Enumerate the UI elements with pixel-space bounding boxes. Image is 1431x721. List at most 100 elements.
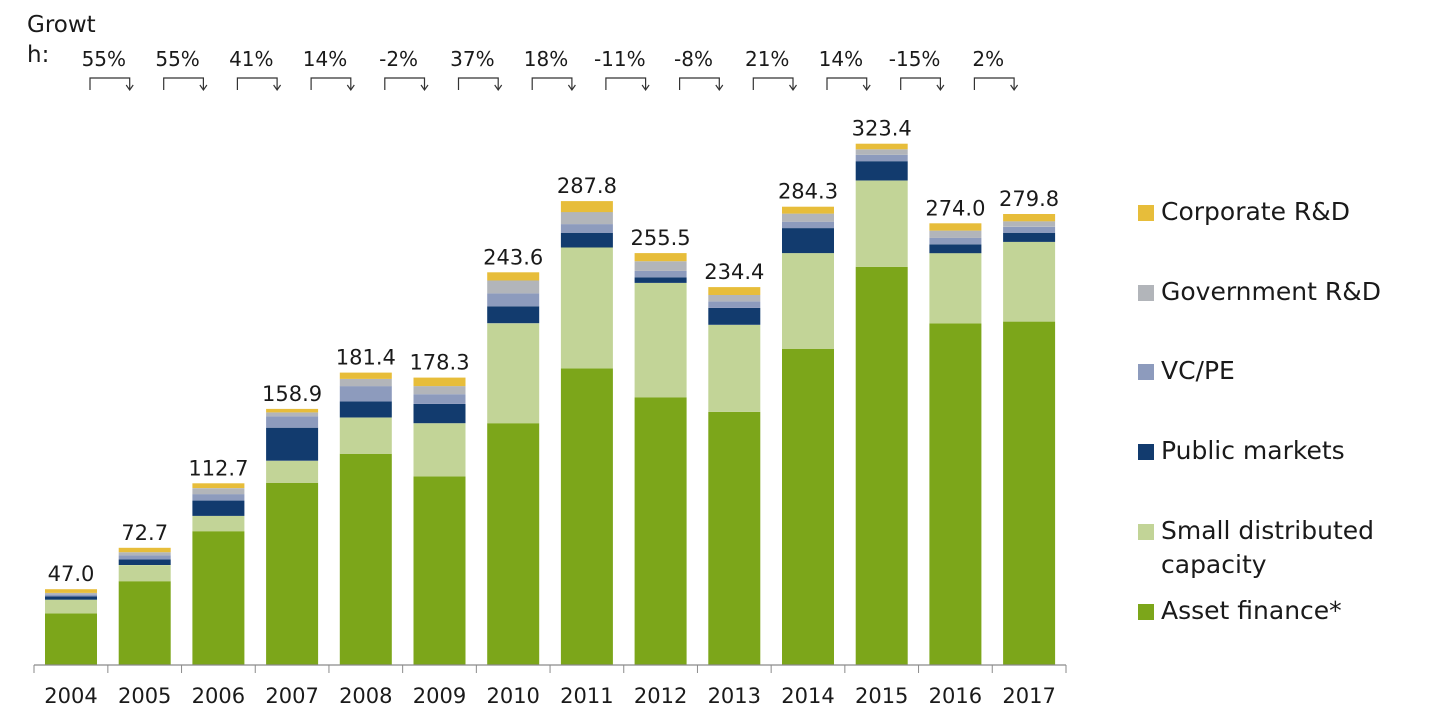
bar-segment-public-markets-2012 [634, 277, 687, 283]
bar-segment-public-markets-2008 [339, 401, 392, 418]
x-tick-label-2005: 2005 [118, 684, 171, 708]
growth-label-2014-2015: 14% [819, 47, 863, 71]
bar-segment-asset-finance-2015 [855, 266, 908, 665]
bar-segment-corporate-r-d-2009 [413, 377, 466, 387]
legend-label-public-markets: Public markets [1161, 436, 1345, 465]
x-tick-label-2016: 2016 [929, 684, 982, 708]
total-label-2010: 243.6 [483, 245, 543, 269]
bar-segment-public-markets-2005 [118, 559, 171, 565]
bar-segment-corporate-r-d-2007 [266, 408, 319, 413]
growth-label-2008-2009: -2% [379, 47, 418, 71]
bar-segment-corporate-r-d-2004 [45, 589, 97, 593]
bar-segment-public-markets-2006 [192, 500, 245, 516]
growth-arrow-head [567, 84, 576, 92]
bar-segment-corporate-r-d-2016 [929, 223, 982, 231]
bar-segment-corporate-r-d-2017 [1003, 214, 1056, 222]
bar-segment-government-r-d-2015 [855, 149, 908, 155]
bar-segment-asset-finance-2016 [929, 323, 982, 665]
bar-segment-government-r-d-2006 [192, 488, 245, 495]
growth-arrow [826, 77, 868, 90]
bar-segment-public-markets-2010 [487, 306, 540, 324]
legend-item-government-rd: Government R&D [1138, 275, 1416, 309]
bar-segment-government-r-d-2016 [929, 230, 982, 238]
legend-item-asset-finance: Asset finance* [1138, 594, 1416, 628]
bar-segment-small-distributed-capacity-2017 [1003, 241, 1056, 322]
growth-arrow [900, 77, 941, 90]
growth-label: Growth: [27, 12, 96, 68]
bar-segment-asset-finance-2009 [413, 476, 466, 665]
bar-segment-small-distributed-capacity-2012 [634, 283, 687, 398]
growth-label-2009-2010: 37% [450, 47, 494, 71]
legend-swatch-corporate-rd [1138, 205, 1154, 221]
growth-label-2006-2007: 41% [229, 47, 273, 71]
bar-segment-corporate-r-d-2012 [634, 253, 687, 262]
bar-segment-small-distributed-capacity-2008 [339, 417, 392, 454]
bar-segment-vc-pe-2012 [634, 270, 687, 278]
bar-segment-asset-finance-2017 [1003, 321, 1056, 665]
growth-arrow [752, 77, 794, 90]
bar-segment-vc-pe-2017 [1003, 226, 1056, 233]
bar-segment-asset-finance-2006 [192, 531, 245, 665]
x-tick-label-2006: 2006 [192, 684, 245, 708]
growth-label-2007-2008: 14% [303, 47, 347, 71]
bar-segment-asset-finance-2005 [118, 581, 171, 665]
legend-swatch-asset-finance [1138, 604, 1154, 620]
x-tick-label-2007: 2007 [265, 684, 318, 708]
bar-segment-government-r-d-2011 [560, 212, 613, 225]
bar-segment-corporate-r-d-2011 [560, 201, 613, 213]
bar-segment-corporate-r-d-2013 [708, 287, 761, 295]
bar-segment-small-distributed-capacity-2010 [487, 323, 540, 424]
bar-segment-small-distributed-capacity-2007 [266, 460, 319, 483]
bar-segment-small-distributed-capacity-2006 [192, 515, 245, 532]
legend-label-corporate-rd: Corporate R&D [1161, 197, 1351, 226]
bar-segment-government-r-d-2008 [339, 378, 392, 387]
growth-arrow [531, 77, 573, 90]
bar-segment-corporate-r-d-2010 [487, 272, 540, 281]
bar-segment-public-markets-2011 [560, 233, 613, 248]
x-tick-label-2008: 2008 [339, 684, 392, 708]
growth-label-2013-2014: 21% [745, 47, 789, 71]
growth-arrow-head [1010, 84, 1019, 92]
total-label-2011: 287.8 [557, 174, 617, 198]
bar-segment-small-distributed-capacity-2016 [929, 253, 982, 324]
bar-segment-public-markets-2013 [708, 307, 761, 325]
bar-segment-vc-pe-2015 [855, 154, 908, 162]
total-label-2017: 279.8 [999, 187, 1059, 211]
bar-segment-corporate-r-d-2006 [192, 483, 245, 489]
bar-segment-vc-pe-2016 [929, 237, 982, 245]
bar-segment-vc-pe-2014 [782, 221, 834, 229]
bar-segment-small-distributed-capacity-2014 [782, 253, 834, 349]
growth-arrow-head [346, 84, 355, 92]
bar-segment-small-distributed-capacity-2009 [413, 423, 466, 477]
bar-segment-small-distributed-capacity-2013 [708, 324, 761, 412]
bar-segment-vc-pe-2005 [118, 555, 171, 560]
x-tick-label-2013: 2013 [708, 684, 761, 708]
bar-segment-corporate-r-d-2008 [339, 372, 392, 379]
growth-arrow-head [420, 84, 429, 92]
x-tick-label-2009: 2009 [413, 684, 466, 708]
legend-label-vc-pe: VC/PE [1161, 356, 1235, 385]
growth-label-2012-2013: -8% [674, 47, 713, 71]
legend-item-public-markets: Public markets [1138, 434, 1416, 468]
bar-segment-public-markets-2016 [929, 244, 982, 254]
bar-segment-public-markets-2004 [45, 596, 97, 600]
legend-swatch-government-rd [1138, 285, 1154, 301]
bar-segment-vc-pe-2011 [560, 224, 613, 233]
legend-item-vc-pe: VC/PE [1138, 354, 1416, 388]
total-label-2015: 323.4 [852, 117, 912, 141]
bar-segment-public-markets-2017 [1003, 233, 1056, 242]
growth-label-2005-2006: 55% [155, 47, 199, 71]
growth-arrow-head [199, 84, 208, 92]
growth-arrow [163, 77, 204, 90]
growth-arrow [679, 77, 720, 90]
growth-arrow [384, 77, 426, 90]
growth-label-2015-2016: -15% [889, 47, 941, 71]
bar-segment-government-r-d-2014 [782, 213, 834, 222]
x-tick-label-2014: 2014 [781, 684, 834, 708]
x-tick-label-2017: 2017 [1002, 684, 1055, 708]
bar-segment-vc-pe-2004 [45, 594, 97, 597]
x-tick-label-2015: 2015 [855, 684, 908, 708]
bar-segment-vc-pe-2008 [339, 386, 392, 402]
growth-arrow-head [125, 84, 134, 92]
total-label-2013: 234.4 [704, 260, 764, 284]
